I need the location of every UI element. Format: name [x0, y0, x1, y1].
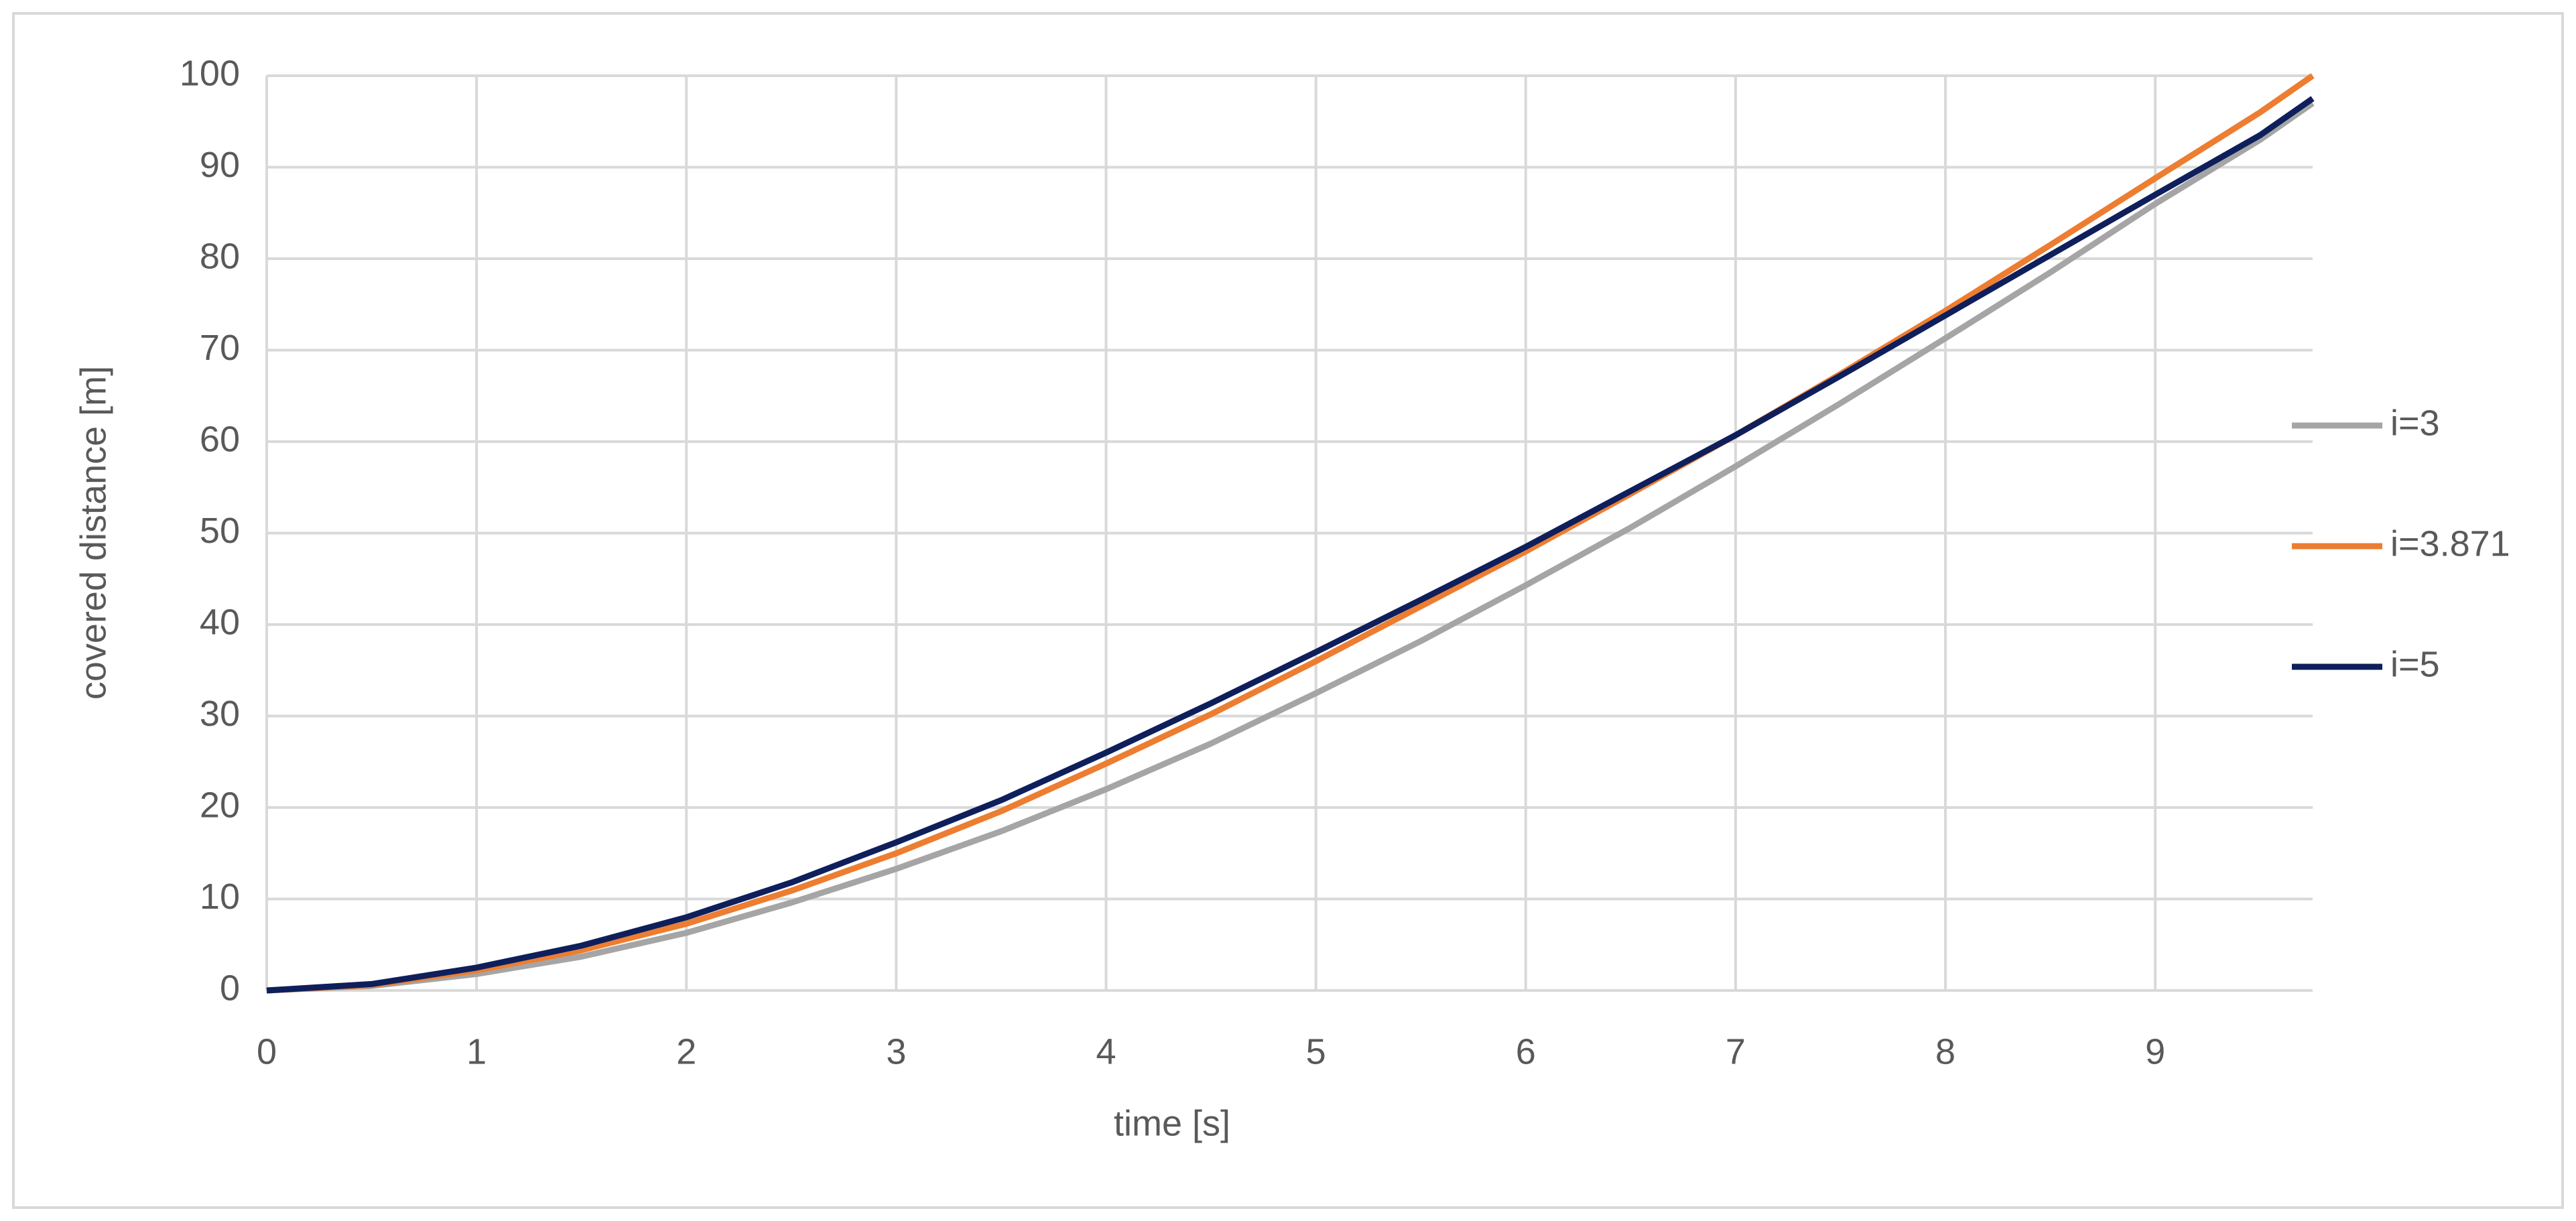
x-tick-label: 1	[466, 1031, 487, 1072]
x-tick-label: 8	[1935, 1031, 1955, 1072]
x-axis-title: time [s]	[1114, 1103, 1230, 1143]
y-tick-label: 0	[220, 968, 240, 1008]
legend-label: i=3	[2390, 403, 2440, 443]
y-tick-label: 20	[200, 785, 240, 825]
legend-label: i=3.871	[2390, 523, 2510, 564]
series-line	[266, 73, 2315, 994]
y-tick-label: 70	[200, 328, 240, 368]
y-tick-label: 10	[200, 877, 240, 917]
series-line	[266, 101, 2315, 994]
y-tick-label: 30	[200, 694, 240, 734]
x-tick-label: 7	[1726, 1031, 1746, 1072]
y-axis-title: covered distance [m]	[73, 366, 113, 700]
y-tick-label: 50	[200, 511, 240, 551]
chart-frame	[12, 12, 2564, 1209]
x-tick-label: 4	[1096, 1031, 1116, 1072]
y-tick-label: 100	[180, 53, 240, 93]
y-tick-label: 90	[200, 145, 240, 185]
x-tick-label: 9	[2145, 1031, 2165, 1072]
y-tick-label: 40	[200, 602, 240, 642]
y-tick-label: 80	[200, 236, 240, 276]
legend-label: i=5	[2390, 644, 2440, 684]
x-tick-label: 2	[676, 1031, 696, 1072]
x-tick-label: 5	[1306, 1031, 1326, 1072]
x-tick-label: 6	[1516, 1031, 1536, 1072]
series-line	[266, 96, 2315, 994]
x-tick-label: 3	[886, 1031, 906, 1072]
x-tick-label: 0	[257, 1031, 277, 1072]
y-tick-label: 60	[200, 419, 240, 459]
